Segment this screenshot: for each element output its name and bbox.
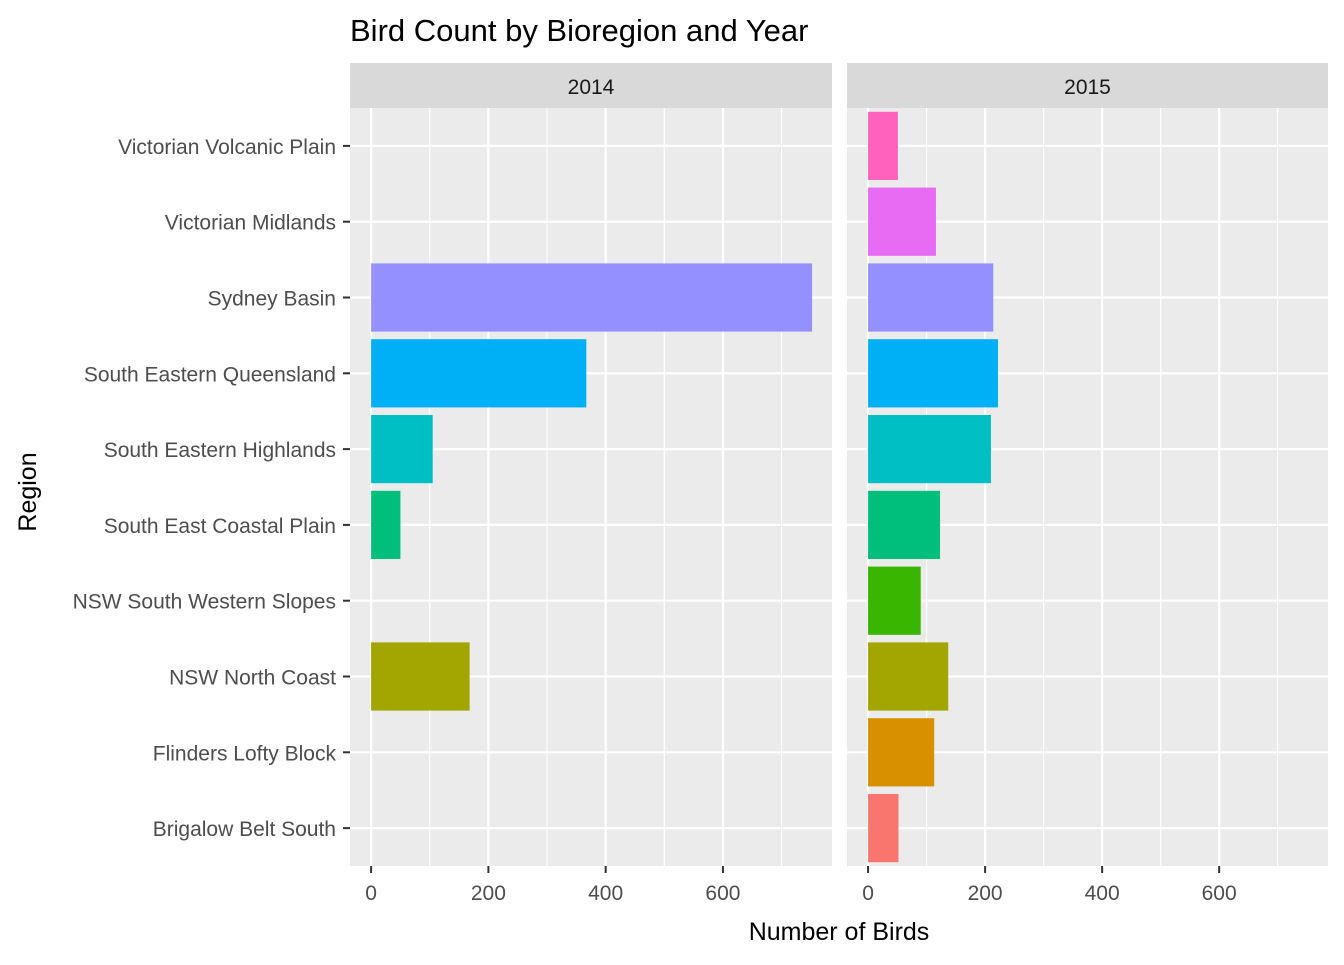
y-tick-label: Sydney Basin xyxy=(208,288,336,311)
bar xyxy=(371,339,587,408)
bar xyxy=(868,111,898,181)
y-axis-title: Region xyxy=(14,452,42,531)
bar xyxy=(371,642,470,711)
panel-background xyxy=(350,108,832,866)
bar xyxy=(371,414,433,484)
bar xyxy=(868,339,998,408)
x-tick-label: 200 xyxy=(968,882,1003,905)
y-tick-label: Victorian Midlands xyxy=(165,212,336,235)
bar xyxy=(868,642,949,711)
x-tick-label: 600 xyxy=(1202,882,1237,905)
x-tick-label: 600 xyxy=(705,882,740,905)
bar xyxy=(868,718,935,787)
facet-strip xyxy=(847,63,1328,108)
y-tick-label: South East Coastal Plain xyxy=(104,515,336,538)
y-tick-label: South Eastern Queensland xyxy=(84,363,336,386)
bar xyxy=(371,490,401,560)
bar xyxy=(868,793,899,863)
facet-strip xyxy=(350,63,832,108)
y-tick-label: Brigalow Belt South xyxy=(153,818,336,841)
y-tick-label: NSW North Coast xyxy=(169,667,336,690)
y-tick-label: Victorian Volcanic Plain xyxy=(118,136,336,159)
x-tick-label: 400 xyxy=(588,882,623,905)
x-tick-label: 400 xyxy=(1085,882,1120,905)
bar xyxy=(371,263,813,332)
bar xyxy=(868,187,936,256)
bar xyxy=(868,263,994,332)
x-axis-title: Number of Birds xyxy=(749,918,930,946)
bar xyxy=(868,490,941,560)
y-tick-label: South Eastern Highlands xyxy=(104,439,336,462)
chart-body: 2014 0 200 400 600 2015 0 200 400 600 Brigalow Bel… xyxy=(73,63,1328,905)
chart-title: Bird Count by Bioregion and Year xyxy=(350,13,808,48)
bar xyxy=(868,566,921,635)
y-tick-label: NSW South Western Slopes xyxy=(73,591,336,614)
x-tick-label: 200 xyxy=(471,882,506,905)
facet-strip-label: 2014 xyxy=(568,76,615,99)
x-tick-label: 0 xyxy=(365,882,377,905)
bar xyxy=(868,414,991,484)
y-tick-label: Flinders Lofty Block xyxy=(153,742,337,765)
x-tick-label: 0 xyxy=(862,882,874,905)
facet-strip-label: 2015 xyxy=(1064,76,1111,99)
